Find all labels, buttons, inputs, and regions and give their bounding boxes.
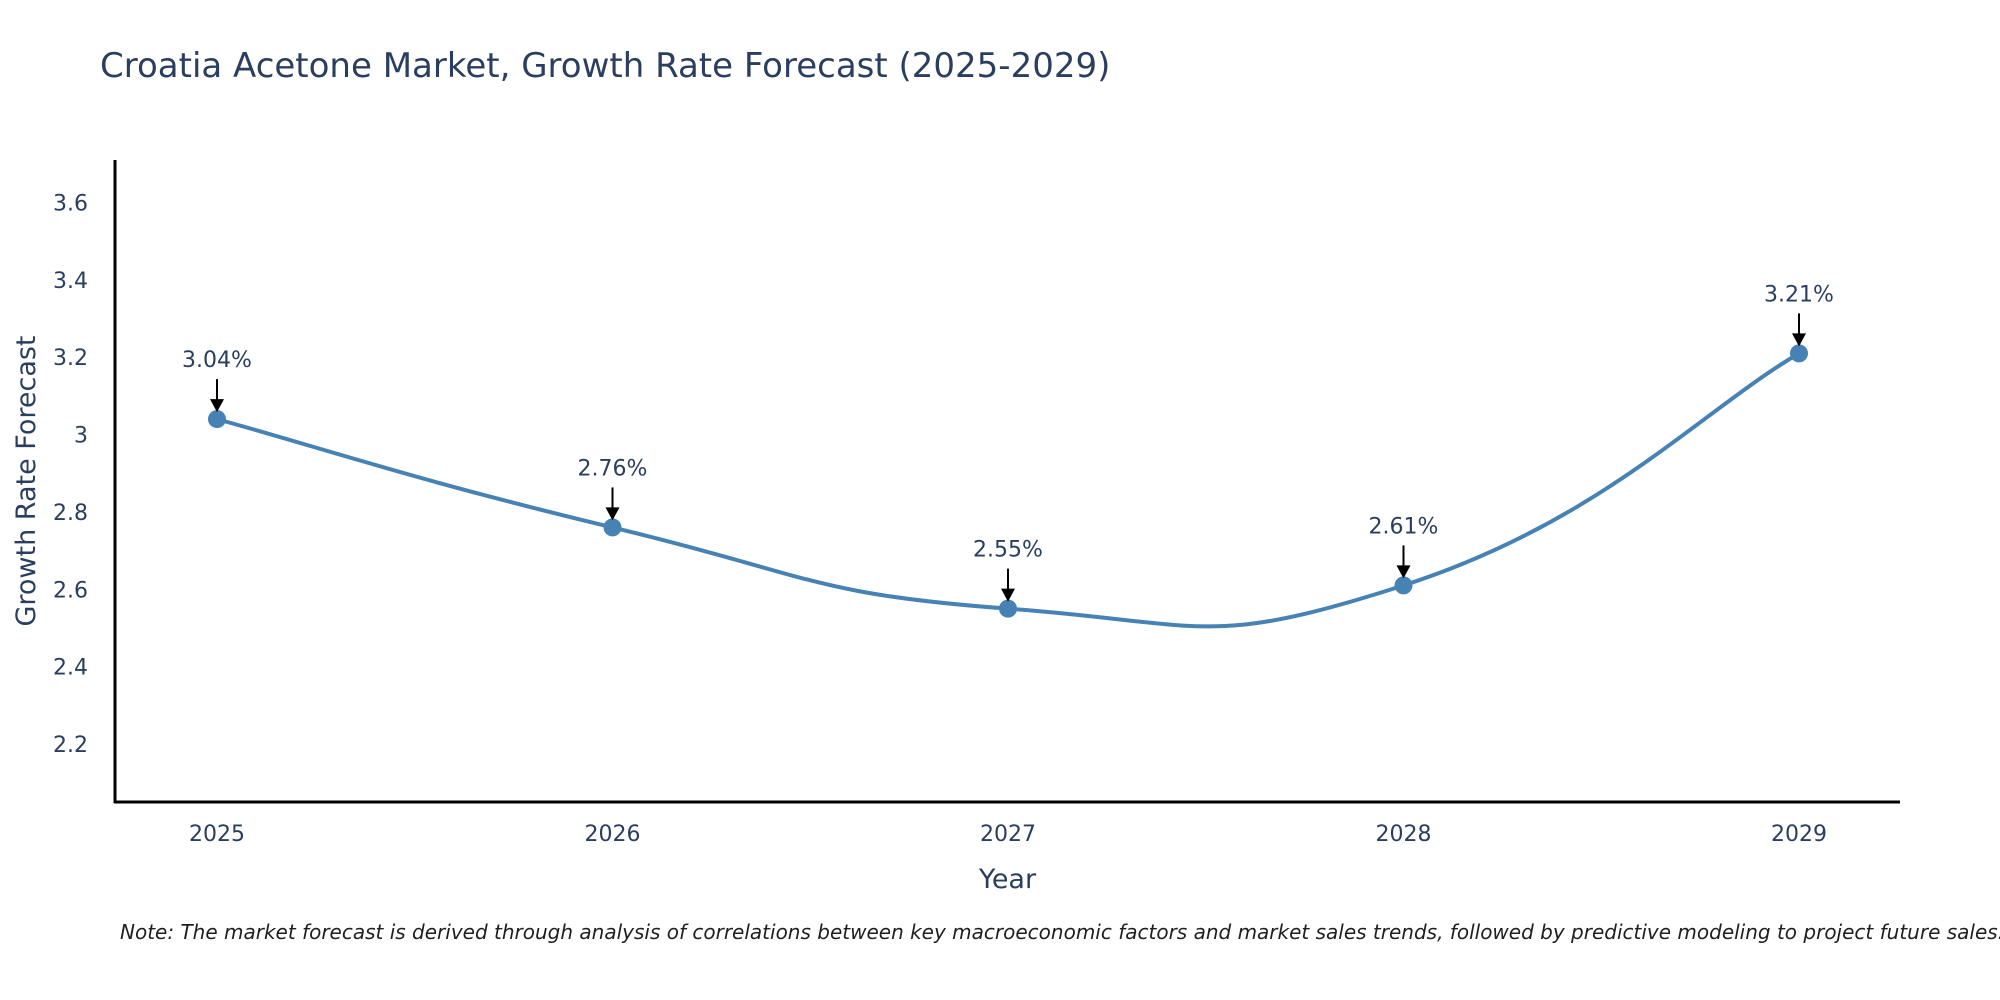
y-tick-label: 3.4	[53, 269, 88, 294]
data-label: 2.61%	[1369, 514, 1439, 539]
data-label: 3.21%	[1764, 282, 1834, 307]
annotation-arrow-head	[1001, 588, 1015, 602]
y-axis-ticks: 2.2 2.4 2.6 2.8 3 3.2 3.4 3.6	[53, 192, 88, 758]
x-tick-label: 2027	[980, 822, 1036, 847]
data-label-annotations: 3.04% 2.76% 2.55% 2.61% 3.21%	[182, 282, 1834, 602]
annotation-arrow-head	[1792, 333, 1806, 347]
y-tick-label: 2.2	[53, 733, 88, 758]
data-point	[999, 599, 1017, 618]
data-label: 3.04%	[182, 348, 252, 373]
annotation-arrow-head	[605, 507, 620, 521]
chart-title: Croatia Acetone Market, Growth Rate Fore…	[100, 46, 1111, 86]
y-axis-title: Growth Rate Forecast	[11, 335, 42, 626]
y-tick-label: 3	[74, 424, 88, 449]
x-tick-label: 2029	[1771, 822, 1827, 847]
data-point	[1394, 576, 1413, 595]
data-point	[208, 410, 226, 429]
x-tick-label: 2025	[189, 822, 245, 847]
x-axis-ticks: 2025 2026 2027 2028 2029	[189, 822, 1827, 847]
annotation-arrow-head	[210, 399, 224, 413]
x-tick-label: 2026	[585, 822, 641, 847]
y-tick-label: 2.4	[53, 656, 88, 681]
y-tick-label: 3.6	[53, 192, 88, 217]
y-tick-label: 3.2	[53, 346, 88, 371]
data-label: 2.76%	[578, 456, 648, 481]
annotation-arrow-head	[1396, 565, 1411, 579]
data-point	[603, 518, 622, 537]
x-tick-label: 2028	[1376, 822, 1432, 847]
chart-note: Note: The market forecast is derived thr…	[120, 920, 2000, 944]
data-points	[208, 344, 1808, 618]
y-tick-label: 2.8	[53, 501, 88, 526]
data-label: 2.55%	[973, 538, 1043, 563]
x-axis-title: Year	[978, 864, 1037, 895]
y-tick-label: 2.6	[53, 578, 88, 603]
data-point	[1790, 344, 1808, 363]
